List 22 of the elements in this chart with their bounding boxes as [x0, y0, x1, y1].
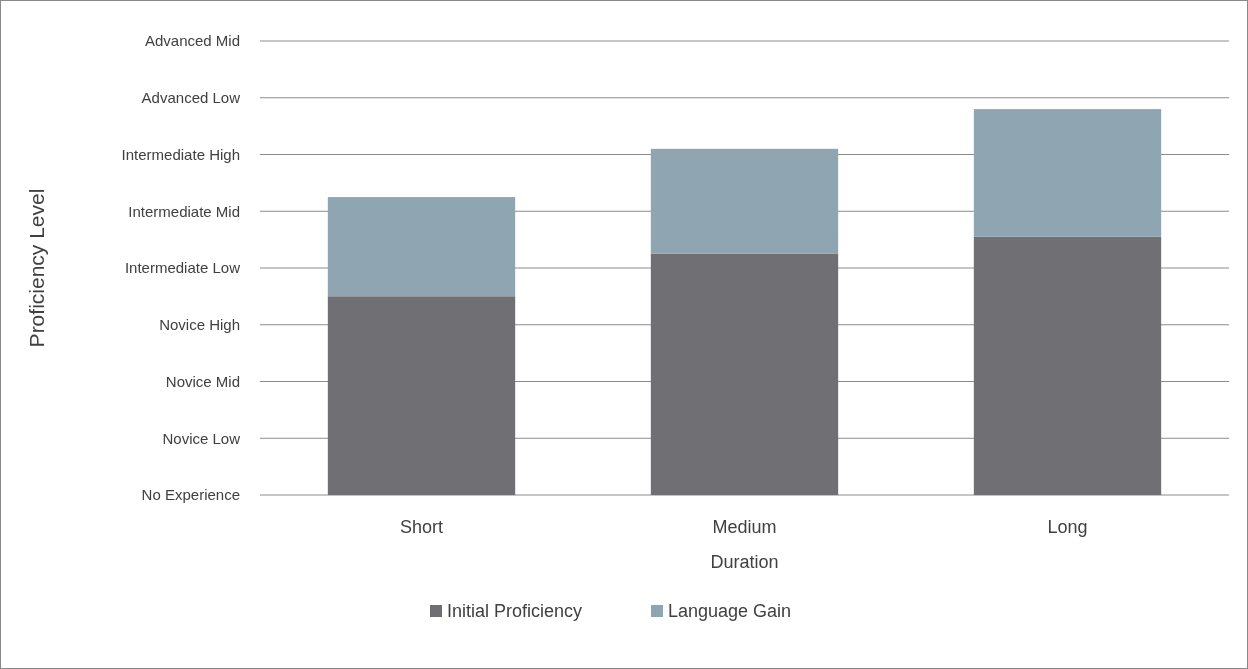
bar	[327, 296, 516, 495]
text: Advanced Mid	[144, 32, 240, 50]
x-tick-label: Long	[1047, 517, 1088, 537]
text: Advanced Low	[141, 89, 241, 106]
text: Intermediate Low	[124, 259, 241, 277]
bar	[973, 109, 1162, 237]
text: Intermediate Mid	[128, 202, 240, 220]
text: Intermediate High	[121, 145, 240, 163]
legend-label: Language Gain	[668, 601, 792, 622]
bar	[973, 236, 1162, 495]
text: Novice Mid	[165, 372, 240, 390]
text: No Experience	[141, 486, 240, 504]
bar	[327, 197, 516, 297]
x-tick-label: Short	[399, 517, 444, 537]
bar	[650, 253, 839, 495]
text: Novice High	[159, 316, 240, 333]
x-axis-title: Duration	[710, 552, 779, 572]
bar	[650, 148, 839, 254]
legend-label: Initial Proficiency	[447, 601, 583, 622]
x-tick-label: Medium	[712, 517, 777, 537]
text: Proficiency Level	[25, 188, 48, 348]
text: Novice Low	[162, 429, 241, 447]
